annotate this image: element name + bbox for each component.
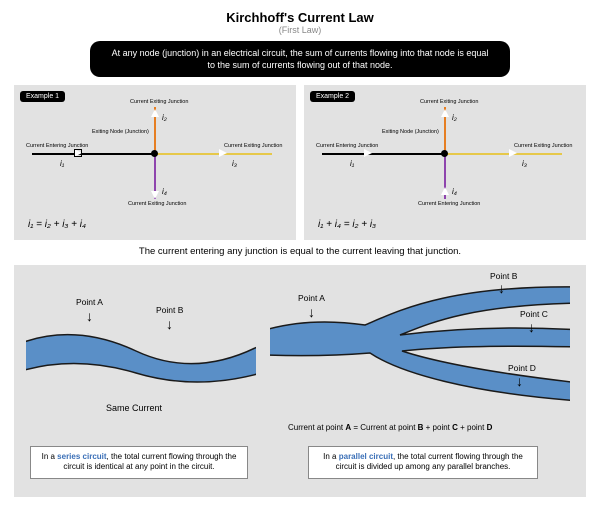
series-caption: Same Current <box>106 403 162 413</box>
label-text: Current Exiting Junction <box>130 99 188 105</box>
example-1-diagram: Current Exiting Junction Exiting Node (J… <box>14 99 296 209</box>
example-1-panel: Example 1 Current Exiting Junction Exiti… <box>14 85 296 240</box>
main-title: Kirchhoff's Current Law <box>14 8 586 25</box>
series-column: Point A ↓ Point B ↓ Same Current In a se… <box>26 275 256 485</box>
wire-left <box>322 153 444 155</box>
current-var: i₁ <box>350 159 354 168</box>
arrow-icon <box>509 149 517 157</box>
point-label: Point D <box>508 363 536 373</box>
label-text: Current Exiting Junction <box>224 143 282 149</box>
arrow-icon <box>151 191 159 199</box>
law-statement: At any node (junction) in an electrical … <box>90 41 510 77</box>
example-2-panel: Example 2 Current Exiting Junction Exiti… <box>304 85 586 240</box>
parallel-column: Point A ↓ Point B ↓ Point C ↓ Point D ↓ … <box>270 275 574 485</box>
current-var: i₂ <box>162 113 167 122</box>
junction-node-icon <box>151 150 158 157</box>
down-arrow-icon: ↓ <box>86 309 93 323</box>
examples-row: Example 1 Current Exiting Junction Exiti… <box>14 85 586 240</box>
mid-statement: The current entering any junction is equ… <box>14 246 586 257</box>
point-label: Point B <box>156 305 183 315</box>
down-arrow-icon: ↓ <box>166 317 173 331</box>
current-var: i₄ <box>162 187 167 196</box>
parallel-equation: Current at point A = Current at point B … <box>288 423 492 432</box>
current-var: i₁ <box>60 159 64 168</box>
label-text: Current Exiting Junction <box>420 99 478 105</box>
arrow-icon <box>441 109 449 117</box>
current-var: i₃ <box>232 159 237 168</box>
label-text: Current Entering Junction <box>316 143 378 149</box>
label-text: Current Exiting Junction <box>128 201 186 207</box>
label-text: Current Exiting Junction <box>514 143 572 149</box>
example-1-equation: i₁ = i₂ + i₃ + i₄ <box>28 219 86 230</box>
subtitle: (First Law) <box>14 25 586 35</box>
arrow-icon <box>219 149 227 157</box>
label-text: Current Entering Junction <box>418 201 480 207</box>
down-arrow-icon: ↓ <box>308 305 315 319</box>
arrow-icon <box>441 187 449 195</box>
down-arrow-icon: ↓ <box>498 281 505 295</box>
series-info-box: In a series circuit, the total current f… <box>30 446 248 480</box>
wire-right <box>444 153 562 155</box>
example-2-equation: i₁ + i₄ = i₂ + i₃ <box>318 219 376 230</box>
down-arrow-icon: ↓ <box>516 374 523 388</box>
arrow-icon <box>74 149 82 157</box>
current-var: i₃ <box>522 159 527 168</box>
junction-node-icon <box>441 150 448 157</box>
point-label: Point A <box>298 293 325 303</box>
point-label: Point A <box>76 297 103 307</box>
arrow-icon <box>364 149 372 157</box>
point-label: Point C <box>520 309 548 319</box>
series-river-icon <box>26 303 256 413</box>
current-var: i₄ <box>452 187 457 196</box>
example-2-diagram: Current Exiting Junction Exiting Node (J… <box>304 99 586 209</box>
current-var: i₂ <box>452 113 457 122</box>
label-text: Exiting Node (Junction) <box>382 129 439 135</box>
wire-left <box>32 153 154 155</box>
wire-right <box>154 153 272 155</box>
bottom-panel: Point A ↓ Point B ↓ Same Current In a se… <box>14 265 586 497</box>
label-text: Current Entering Junction <box>26 143 88 149</box>
infographic-root: Kirchhoff's Current Law (First Law) At a… <box>0 0 600 505</box>
down-arrow-icon: ↓ <box>528 320 535 334</box>
arrow-icon <box>151 109 159 117</box>
parallel-info-box: In a parallel circuit, the total current… <box>308 446 538 480</box>
label-text: Exiting Node (Junction) <box>92 129 149 135</box>
